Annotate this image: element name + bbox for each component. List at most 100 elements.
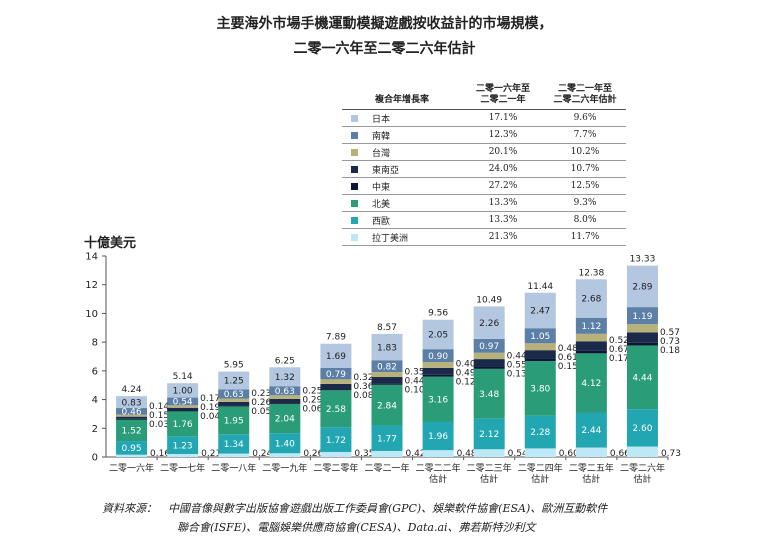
legend-item: 中東	[342, 177, 462, 195]
data-label: 0.08	[353, 391, 373, 401]
bar-segment	[320, 379, 352, 384]
bar-segment	[524, 292, 556, 329]
bar-segment	[320, 383, 352, 390]
data-label: 0.26	[303, 449, 323, 459]
legend-col1-header-line2: 二零二一年	[480, 95, 526, 105]
bar-segment	[422, 362, 454, 368]
x-tick-label: 估計	[633, 473, 651, 485]
bar-segment	[320, 367, 352, 380]
legend-item: 拉丁美洲	[342, 228, 462, 246]
x-tick-label: 估計	[531, 473, 549, 485]
data-label: 0.57	[660, 328, 680, 338]
bar-segment	[575, 317, 607, 334]
total-label: 7.89	[326, 333, 346, 343]
x-tick-label: 二零二零年	[313, 462, 358, 474]
chart-title-line1: 主要海外市場手機運動模擬遊戲按收益計的市場規模，	[216, 16, 553, 32]
total-label: 5.14	[173, 372, 193, 382]
legend-row: 中東 27.2% 12.5%	[342, 177, 626, 195]
data-label: 1.76	[173, 420, 193, 430]
legend-swatch	[351, 182, 358, 190]
data-label: 0.95	[122, 444, 142, 454]
x-tick-label: 二零一九年	[262, 462, 307, 474]
chart-title-line2: 二零一六年至二零二六年估計	[293, 41, 476, 57]
data-label: 0.10	[405, 385, 425, 395]
data-label: 0.35	[405, 367, 425, 377]
legend-col2-header-line1: 二零二一年至	[557, 84, 612, 94]
bar-segment	[218, 434, 250, 454]
data-label: 0.26	[251, 398, 271, 408]
bar-segment	[473, 359, 505, 367]
data-label: 0.19	[200, 403, 220, 413]
data-label: 2.12	[479, 430, 499, 440]
legend-swatch	[351, 233, 358, 241]
bar-segment	[626, 324, 658, 333]
bar-segment	[371, 372, 403, 378]
data-label: 0.06	[302, 405, 322, 415]
data-label: 1.83	[377, 343, 397, 353]
legend-item: 台灣	[342, 143, 462, 161]
bar-segment	[371, 425, 403, 451]
data-label: 3.48	[479, 390, 499, 400]
bar-segment	[269, 367, 301, 387]
bar-segment	[371, 377, 403, 384]
data-label: 1.72	[326, 436, 346, 446]
bar-segment	[218, 405, 250, 407]
data-label: 0.42	[406, 449, 426, 459]
bar-segment	[575, 350, 607, 354]
x-tick-label: 二零一七年	[160, 462, 205, 474]
data-label: 2.60	[632, 424, 652, 434]
data-label: 1.52	[122, 426, 142, 436]
legend-cagr-2021-2026: 12.5%	[544, 177, 626, 195]
data-label: 0.36	[353, 382, 373, 392]
bar-segment	[473, 306, 505, 339]
data-label: 0.44	[507, 352, 527, 362]
data-label: 0.14	[149, 402, 169, 412]
bar-segment	[575, 341, 607, 351]
bar-segment	[422, 450, 454, 457]
bar-segment	[320, 343, 352, 368]
y-tick-label: 6	[92, 366, 98, 377]
data-label: 1.77	[377, 434, 397, 444]
data-label: 0.73	[661, 449, 681, 459]
data-label: 0.15	[149, 411, 169, 421]
data-label: 2.05	[428, 331, 448, 341]
bar-segment	[218, 371, 250, 390]
bar-segment	[167, 383, 199, 398]
bar-segment	[626, 265, 658, 308]
data-label: 0.12	[456, 377, 476, 387]
bar-segment	[422, 319, 454, 350]
bar-segment	[371, 360, 403, 373]
bar-segment	[116, 441, 148, 455]
bar-segment	[371, 333, 403, 361]
legend-item-name: 北美	[372, 199, 391, 210]
data-label: 0.60	[559, 449, 579, 459]
data-label: 0.05	[251, 407, 271, 417]
bar-segment	[116, 416, 148, 419]
data-label: 0.17	[200, 394, 220, 404]
legend-item: 東南亞	[342, 160, 462, 178]
data-label: 0.97	[479, 342, 499, 352]
bar-segment	[218, 401, 250, 406]
legend-item: 北美	[342, 194, 462, 212]
x-tick-label: 二零一八年	[211, 462, 256, 474]
bar-segment	[269, 403, 301, 434]
data-label: 0.23	[251, 389, 271, 399]
legend-row-header: 複合年增長率	[342, 82, 462, 110]
data-label: 3.80	[530, 385, 550, 395]
data-label: 0.04	[200, 412, 220, 422]
total-label: 12.38	[578, 268, 604, 278]
data-label: 1.00	[173, 387, 193, 397]
data-label: 2.89	[632, 283, 652, 293]
bar-segment	[422, 374, 454, 377]
legend-item: 南韓	[342, 126, 462, 144]
data-label: 0.61	[558, 353, 578, 363]
bar-segment	[167, 405, 199, 408]
data-label: 0.21	[201, 449, 221, 459]
x-tick-label: 二零一六年	[109, 462, 154, 474]
legend-row: 南韓 12.3% 7.7%	[342, 126, 626, 144]
data-label: 0.18	[660, 346, 680, 356]
y-tick-label: 8	[92, 338, 98, 349]
legend-row: 日本 17.1% 9.6%	[342, 109, 626, 127]
bar-segment	[371, 450, 403, 457]
legend-cagr-2016-2021: 24.0%	[462, 160, 544, 178]
